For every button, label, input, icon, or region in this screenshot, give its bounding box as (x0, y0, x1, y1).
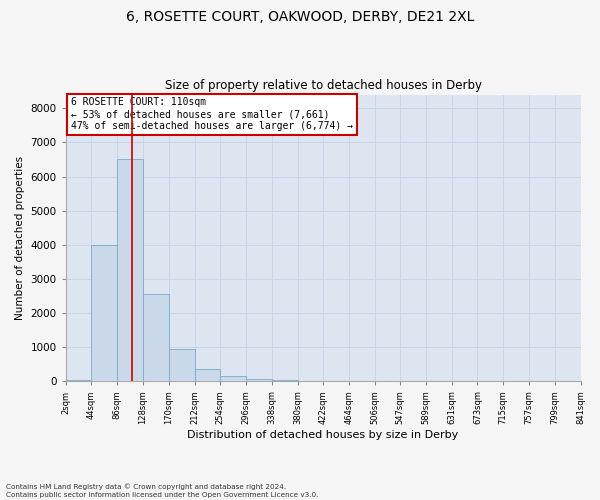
Bar (169, 350, 194, 382)
Bar (194, 369, 220, 382)
Bar (91, 246, 117, 382)
Title: Size of property relative to detached houses in Derby: Size of property relative to detached ho… (164, 79, 482, 92)
Text: Contains HM Land Registry data © Crown copyright and database right 2024.
Contai: Contains HM Land Registry data © Crown c… (6, 484, 319, 498)
Bar (66, 380, 91, 382)
X-axis label: Distribution of detached houses by size in Derby: Distribution of detached houses by size … (187, 430, 459, 440)
Bar (298, 380, 323, 382)
Bar (143, 294, 169, 382)
Text: 6, ROSETTE COURT, OAKWOOD, DERBY, DE21 2XL: 6, ROSETTE COURT, OAKWOOD, DERBY, DE21 2… (126, 10, 474, 24)
Bar (117, 159, 143, 382)
Bar (220, 376, 246, 382)
Bar (246, 379, 272, 382)
Text: 6 ROSETTE COURT: 110sqm
← 53% of detached houses are smaller (7,661)
47% of semi: 6 ROSETTE COURT: 110sqm ← 53% of detache… (71, 98, 353, 130)
Y-axis label: Number of detached properties: Number of detached properties (15, 156, 25, 320)
Bar (272, 380, 298, 382)
